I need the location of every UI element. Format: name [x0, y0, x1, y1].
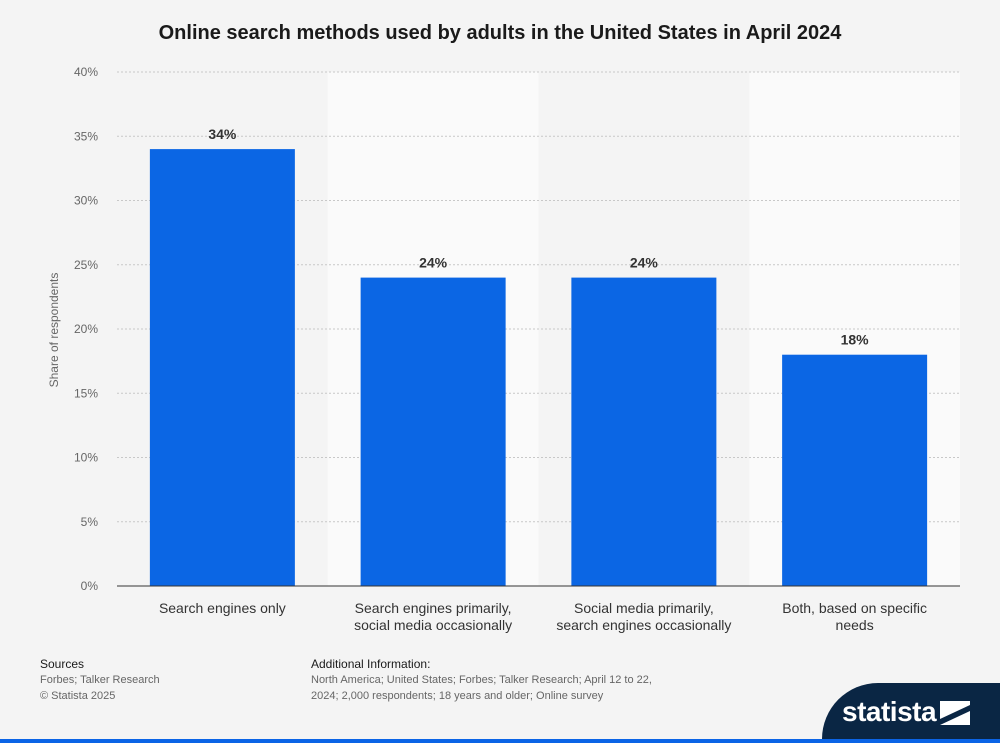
x-tick-label: Social media primarily,: [574, 600, 714, 616]
bar: [571, 277, 717, 586]
y-tick-label: 5%: [81, 515, 99, 529]
copyright-line: © Statista 2025: [40, 690, 116, 702]
data-label: 24%: [630, 255, 659, 271]
value-labels: 34% 24% 24% 18%: [208, 126, 869, 348]
y-tick-label: 20%: [74, 322, 98, 336]
bar: [360, 277, 506, 586]
x-tick-label: search engines occasionally: [556, 617, 731, 633]
additional-info-line: 2024; 2,000 respondents; 18 years and ol…: [311, 690, 604, 702]
data-label: 24%: [419, 255, 448, 271]
x-tick-label: Search engines primarily,: [355, 600, 512, 616]
brand-tab: [822, 683, 1000, 739]
brand-logo-text: statista: [842, 696, 937, 727]
x-axis-ticks: Search engines only Search engines primar…: [159, 600, 927, 633]
y-tick-label: 15%: [74, 386, 98, 400]
data-label: 18%: [841, 332, 870, 348]
y-tick-label: 10%: [74, 451, 98, 465]
bottom-accent-line: [0, 739, 1000, 743]
sources-line: Forbes; Talker Research: [40, 674, 160, 686]
bar: [149, 149, 295, 586]
sources-heading: Sources: [40, 657, 85, 671]
x-tick-label: Both, based on specific: [782, 600, 927, 616]
y-tick-label: 0%: [81, 579, 99, 593]
additional-info-heading: Additional Information:: [311, 657, 431, 671]
y-tick-label: 30%: [74, 194, 98, 208]
sources-block: Sources Forbes; Talker Research © Statis…: [40, 656, 260, 704]
x-tick-label: Search engines only: [159, 600, 286, 616]
bars: [149, 149, 928, 586]
chart-title: Online search methods used by adults in …: [158, 22, 842, 44]
additional-info-line: North America; United States; Forbes; Ta…: [311, 674, 652, 686]
bar-chart: 0% 5% 10% 15% 20% 25% 30% 35% 40% Share of respo…: [47, 65, 960, 633]
x-tick-label: social media occasionally: [354, 617, 512, 633]
additional-info-block: Additional Information: North America; U…: [311, 656, 711, 704]
y-tick-label: 35%: [74, 129, 98, 143]
statista-logo-icon: [940, 701, 970, 725]
y-axis-ticks: 0% 5% 10% 15% 20% 25% 30% 35% 40%: [74, 65, 98, 593]
x-tick-label: needs: [836, 617, 874, 633]
data-label: 34%: [208, 126, 237, 142]
y-tick-label: 40%: [74, 65, 98, 79]
y-tick-label: 25%: [74, 258, 98, 272]
bar: [782, 354, 928, 586]
y-axis-label: Share of respondents: [47, 273, 61, 388]
